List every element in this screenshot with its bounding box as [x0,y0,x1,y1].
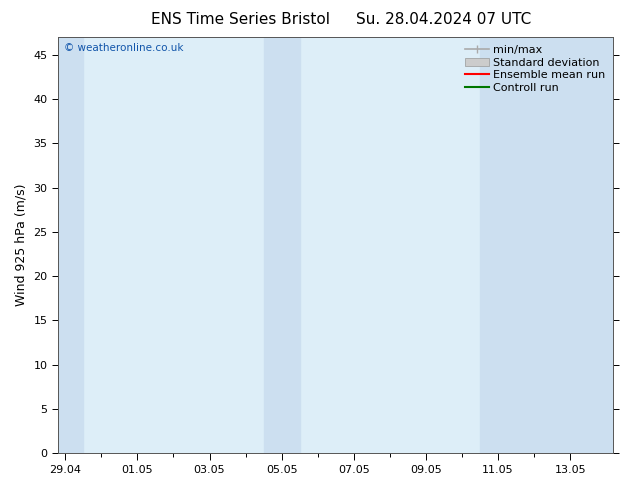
Text: © weatheronline.co.uk: © weatheronline.co.uk [63,43,183,53]
Text: ENS Time Series Bristol: ENS Time Series Bristol [152,12,330,27]
Bar [58,37,83,453]
Bar [480,37,614,453]
Y-axis label: Wind 925 hPa (m/s): Wind 925 hPa (m/s) [15,184,28,306]
Legend: min/max, Standard deviation, Ensemble mean run, Controll run: min/max, Standard deviation, Ensemble me… [462,43,608,96]
Text: Su. 28.04.2024 07 UTC: Su. 28.04.2024 07 UTC [356,12,531,27]
Bar [264,37,300,453]
